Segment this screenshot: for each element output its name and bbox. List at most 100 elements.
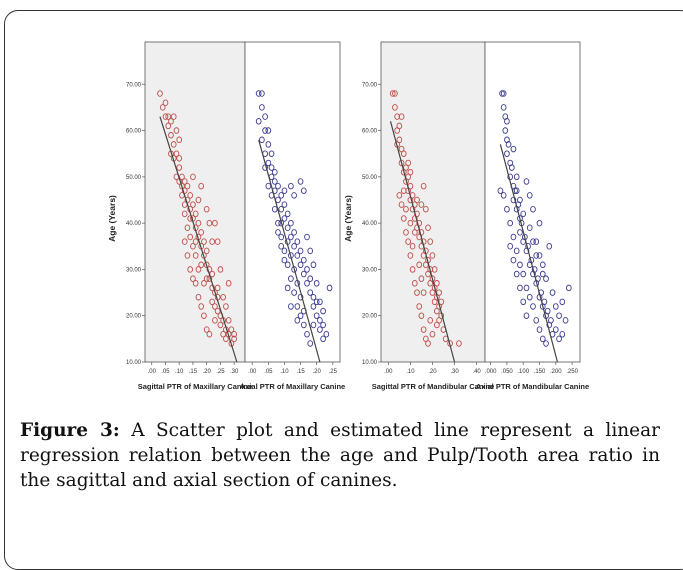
data-point bbox=[294, 252, 301, 259]
data-point bbox=[212, 303, 218, 310]
data-point bbox=[159, 104, 166, 111]
data-point bbox=[206, 266, 213, 273]
data-point bbox=[520, 298, 527, 306]
data-point bbox=[265, 159, 272, 167]
data-point bbox=[533, 317, 540, 324]
data-point bbox=[198, 261, 205, 269]
y-tick-label: 30.00 bbox=[362, 267, 378, 273]
data-point bbox=[284, 224, 291, 232]
data-point bbox=[278, 233, 285, 241]
data-point bbox=[291, 192, 297, 199]
data-point bbox=[530, 205, 536, 213]
data-point bbox=[326, 284, 333, 292]
data-point bbox=[403, 229, 409, 236]
data-point bbox=[231, 330, 237, 338]
regression-line bbox=[389, 121, 456, 363]
data-point bbox=[389, 90, 396, 97]
data-point bbox=[411, 280, 418, 287]
y-tick-label: 60.00 bbox=[362, 129, 378, 135]
x-tick-label: .15 bbox=[189, 369, 198, 375]
data-point bbox=[275, 219, 281, 227]
data-point bbox=[190, 243, 196, 250]
x-axis-label: Sagittal PTR of Maxillary Canine bbox=[138, 382, 253, 391]
data-point bbox=[510, 196, 517, 204]
regression-line bbox=[258, 139, 321, 363]
data-point bbox=[307, 289, 314, 296]
data-point bbox=[157, 90, 163, 97]
data-point bbox=[278, 243, 285, 250]
data-point bbox=[206, 330, 213, 338]
data-point bbox=[420, 289, 427, 296]
data-point bbox=[190, 173, 196, 181]
y-axis-label: Age (Years) bbox=[107, 195, 117, 242]
data-point bbox=[173, 127, 180, 134]
data-point bbox=[513, 270, 520, 278]
data-point bbox=[429, 275, 436, 282]
data-point bbox=[209, 298, 216, 306]
data-point bbox=[517, 284, 523, 292]
data-point bbox=[297, 293, 304, 301]
caption-label: Figure 3: bbox=[20, 420, 120, 441]
data-point bbox=[317, 317, 323, 324]
x-tick-label: .05 bbox=[161, 369, 170, 375]
data-point bbox=[403, 205, 409, 213]
regression-line bbox=[159, 116, 238, 363]
data-point bbox=[192, 210, 199, 218]
chart-2: 10.00 20.00 30.00 40.00 50.00 60.00 70.00 Age (… bbox=[343, 41, 589, 391]
data-point bbox=[320, 335, 326, 343]
data-point bbox=[162, 99, 169, 107]
data-point bbox=[297, 247, 304, 255]
y-tick-label: 40.00 bbox=[362, 221, 378, 227]
data-point bbox=[304, 233, 310, 241]
data-point bbox=[297, 261, 304, 269]
data-point bbox=[288, 275, 294, 282]
data-point bbox=[562, 317, 569, 324]
data-point bbox=[409, 266, 416, 273]
data-point bbox=[392, 90, 398, 97]
caption-text: A Scatter plot and estimated line repres… bbox=[20, 420, 660, 491]
data-point bbox=[307, 340, 314, 347]
data-point bbox=[294, 238, 301, 245]
data-point bbox=[198, 303, 205, 310]
data-point bbox=[297, 312, 304, 319]
data-point bbox=[203, 247, 210, 255]
panel-bg-1 bbox=[380, 41, 486, 363]
data-point bbox=[192, 280, 199, 287]
data-point bbox=[220, 293, 226, 301]
x-tick-label: .250 bbox=[566, 369, 578, 375]
data-point bbox=[520, 210, 527, 218]
data-point bbox=[536, 219, 543, 227]
data-point bbox=[176, 155, 183, 162]
data-point bbox=[190, 275, 196, 282]
data-point bbox=[220, 330, 226, 338]
panel-1: .00 .10 .20 .30 .40 Sagittal PTR of Mandibula… bbox=[372, 90, 495, 391]
data-point bbox=[181, 238, 188, 245]
data-point bbox=[425, 340, 431, 347]
data-point bbox=[409, 243, 416, 250]
x-axis-label: Axial PTR of Maxillary Canine bbox=[240, 382, 345, 391]
data-point bbox=[195, 196, 202, 204]
data-point bbox=[531, 266, 538, 273]
data-point bbox=[212, 317, 218, 324]
data-point bbox=[223, 335, 229, 343]
data-point bbox=[517, 261, 523, 269]
data-point bbox=[431, 266, 438, 273]
data-point bbox=[523, 178, 530, 185]
data-point bbox=[533, 238, 540, 245]
data-point bbox=[291, 289, 297, 296]
x-axis-label: Sagittal PTR of Mandibular Canine bbox=[372, 382, 495, 391]
data-point bbox=[259, 104, 265, 111]
data-point bbox=[300, 321, 307, 329]
data-point bbox=[288, 303, 294, 310]
data-point bbox=[209, 238, 216, 245]
data-point bbox=[278, 205, 285, 213]
data-point bbox=[552, 326, 559, 333]
data-point bbox=[500, 90, 507, 97]
data-point bbox=[214, 307, 221, 315]
data-point bbox=[271, 178, 278, 185]
data-point bbox=[265, 141, 272, 148]
chart-1: 10.00 20.00 30.00 40.00 50.00 60.00 70.00 Age (… bbox=[107, 41, 345, 391]
data-point bbox=[513, 173, 520, 181]
data-point bbox=[320, 321, 326, 329]
data-point bbox=[304, 280, 310, 287]
